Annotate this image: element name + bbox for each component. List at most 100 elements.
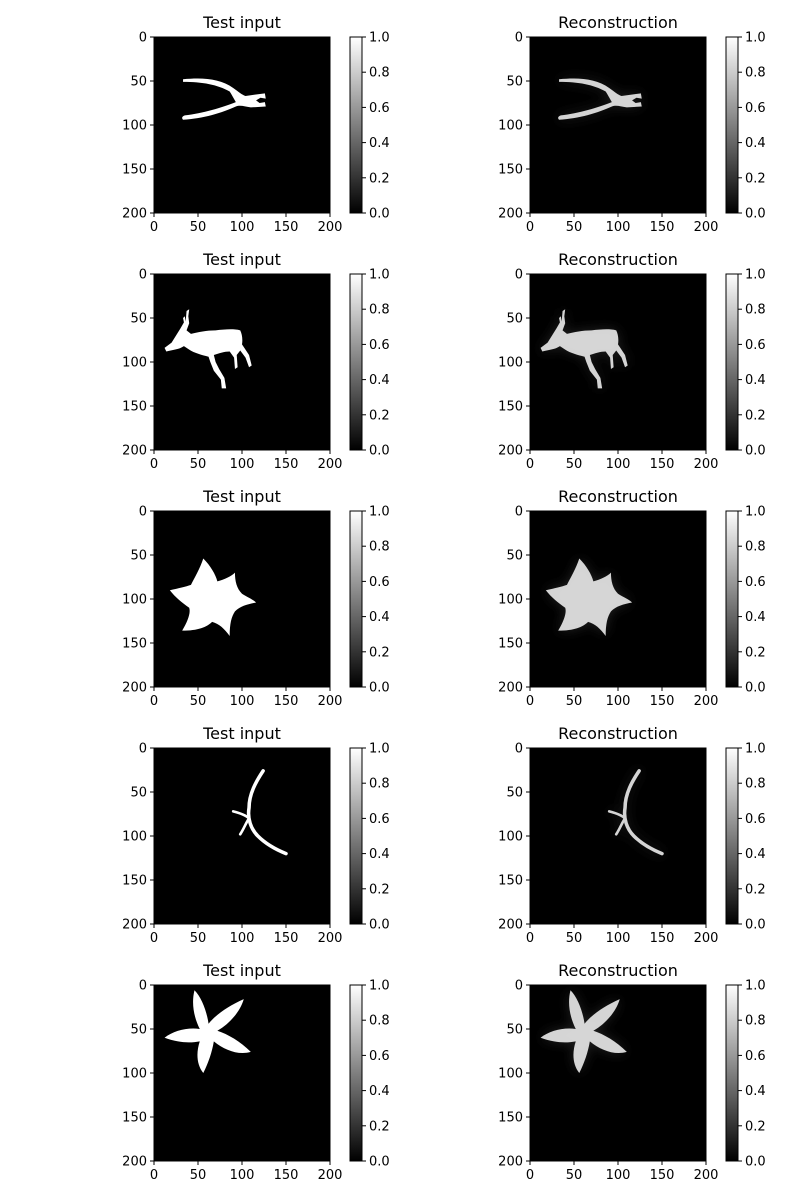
colorbar-tick-label: 1.0 [369, 979, 390, 994]
y-tick-label: 100 [122, 830, 147, 845]
colorbar-tick-label: 0.8 [745, 66, 766, 81]
y-tick-label: 150 [122, 874, 147, 889]
y-tick-label: 150 [498, 163, 523, 178]
colorbar-tick-label: 0.0 [745, 918, 766, 933]
colorbar-tick-label: 1.0 [745, 31, 766, 46]
x-tick-label: 50 [566, 931, 583, 946]
colorbar-tick-label: 0.0 [369, 1155, 390, 1170]
subplot-title: Reconstruction [558, 487, 678, 506]
y-tick-label: 0 [515, 268, 523, 283]
colorbar-tick-label: 0.6 [369, 338, 390, 353]
colorbar [349, 747, 363, 925]
y-tick-label: 50 [506, 312, 523, 327]
colorbar-tick-label: 0.4 [369, 373, 390, 388]
subplot-title: Reconstruction [558, 13, 678, 32]
image-area [530, 985, 706, 1161]
colorbar-tick-label: 0.2 [369, 171, 390, 186]
colorbar-tick-label: 0.8 [745, 777, 766, 792]
colorbar-tick-label: 0.8 [369, 303, 390, 318]
subplot-title: Reconstruction [558, 250, 678, 269]
y-tick-label: 100 [122, 1067, 147, 1082]
x-tick-label: 100 [606, 457, 631, 472]
colorbar-tick-label: 0.8 [369, 777, 390, 792]
colorbar-tick-label: 1.0 [369, 268, 390, 283]
x-tick-label: 50 [566, 1168, 583, 1183]
colorbar-tick-label: 0.2 [745, 171, 766, 186]
y-tick-label: 150 [498, 1111, 523, 1126]
x-tick-label: 150 [650, 1168, 675, 1183]
x-tick-label: 0 [526, 694, 534, 709]
colorbar-tick-label: 0.4 [369, 1084, 390, 1099]
y-tick-label: 100 [498, 1067, 523, 1082]
y-tick-label: 0 [139, 505, 147, 520]
y-tick-label: 50 [130, 1023, 147, 1038]
image-area [154, 748, 330, 924]
y-tick-label: 50 [506, 75, 523, 90]
colorbar-tick-label: 0.4 [369, 610, 390, 625]
x-tick-label: 200 [318, 931, 343, 946]
colorbar-tick-label: 0.2 [745, 645, 766, 660]
colorbar-tick-label: 0.8 [745, 1014, 766, 1029]
colorbar-tick-label: 0.4 [745, 136, 766, 151]
y-tick-label: 0 [139, 31, 147, 46]
y-tick-label: 100 [498, 119, 523, 134]
colorbar-tick-label: 0.0 [369, 444, 390, 459]
colorbar [349, 273, 363, 451]
y-tick-label: 150 [122, 163, 147, 178]
y-tick-label: 100 [498, 356, 523, 371]
colorbar-tick-label: 0.2 [369, 645, 390, 660]
y-tick-label: 50 [130, 75, 147, 90]
colorbar-tick-label: 0.2 [745, 882, 766, 897]
y-tick-label: 100 [122, 356, 147, 371]
x-tick-label: 150 [274, 457, 299, 472]
y-tick-label: 200 [498, 1155, 523, 1170]
x-tick-label: 50 [190, 1168, 207, 1183]
image-area [154, 37, 330, 213]
colorbar-tick-label: 0.6 [369, 812, 390, 827]
colorbar [725, 273, 739, 451]
y-tick-label: 0 [139, 979, 147, 994]
x-tick-label: 200 [694, 457, 719, 472]
x-tick-label: 100 [606, 931, 631, 946]
y-tick-label: 200 [122, 207, 147, 222]
colorbar-tick-label: 0.8 [745, 540, 766, 555]
colorbar-tick-label: 0.0 [745, 681, 766, 696]
y-tick-label: 100 [122, 119, 147, 134]
colorbar [349, 36, 363, 214]
x-tick-label: 50 [566, 694, 583, 709]
colorbar-tick-label: 1.0 [745, 979, 766, 994]
colorbar-tick-label: 1.0 [369, 742, 390, 757]
y-tick-label: 0 [139, 742, 147, 757]
x-tick-label: 200 [694, 220, 719, 235]
x-tick-label: 100 [230, 457, 255, 472]
x-tick-label: 0 [150, 931, 158, 946]
y-tick-label: 200 [498, 207, 523, 222]
y-tick-label: 150 [498, 400, 523, 415]
x-tick-label: 50 [190, 694, 207, 709]
image-area [530, 748, 706, 924]
y-tick-label: 100 [122, 593, 147, 608]
x-tick-label: 150 [274, 694, 299, 709]
x-tick-label: 150 [650, 931, 675, 946]
colorbar-tick-label: 0.0 [745, 207, 766, 222]
colorbar-tick-label: 0.4 [745, 610, 766, 625]
y-tick-label: 200 [498, 681, 523, 696]
x-tick-label: 200 [318, 1168, 343, 1183]
x-tick-label: 200 [694, 931, 719, 946]
x-tick-label: 150 [274, 931, 299, 946]
y-tick-label: 50 [130, 549, 147, 564]
colorbar-tick-label: 1.0 [745, 505, 766, 520]
y-tick-label: 0 [515, 31, 523, 46]
x-tick-label: 200 [318, 457, 343, 472]
colorbar-tick-label: 0.6 [369, 1049, 390, 1064]
colorbar-tick-label: 0.2 [745, 408, 766, 423]
x-tick-label: 100 [230, 220, 255, 235]
y-tick-label: 0 [515, 742, 523, 757]
colorbar-tick-label: 0.0 [369, 681, 390, 696]
x-tick-label: 200 [694, 1168, 719, 1183]
y-tick-label: 150 [122, 400, 147, 415]
